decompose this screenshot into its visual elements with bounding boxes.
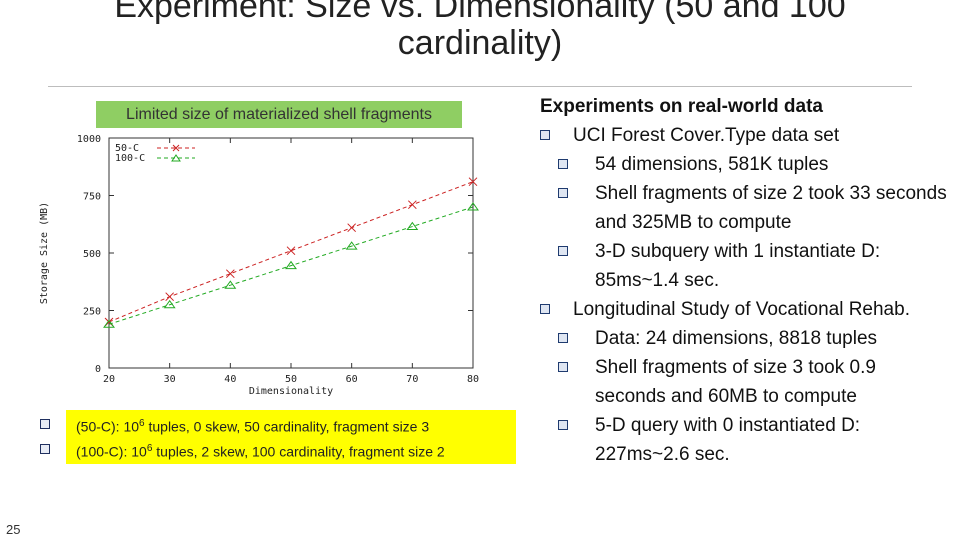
- data-point-100-C: [345, 241, 358, 250]
- data-point-50-C: [286, 246, 296, 256]
- x-tick-label: 70: [406, 374, 418, 385]
- series-line-100-C: [108, 206, 474, 325]
- bullet-item: Data: 24 dimensions, 8818 tuples: [540, 324, 950, 353]
- bullet-icon: [558, 420, 568, 430]
- page-number: 25: [6, 522, 21, 537]
- note-row: (100-C): 106 tuples, 2 skew, 100 cardina…: [76, 438, 445, 460]
- bullet-item: 5-D query with 0 instantiated D: 227ms~2…: [540, 411, 950, 469]
- bullet-icon: [558, 188, 568, 198]
- series-line-50-C: [108, 181, 474, 323]
- y-tick-label: 0: [95, 364, 101, 375]
- bullet-text: UCI Forest Cover.Type data set: [573, 125, 840, 146]
- data-point-50-C: [407, 200, 417, 210]
- bullet-text: Longitudinal Study of Vocational Rehab.: [573, 299, 910, 320]
- bullet-icon: [540, 304, 550, 314]
- note-bullet-icon: [40, 419, 50, 429]
- y-tick-label: 250: [83, 307, 101, 318]
- data-point-50-C: [468, 177, 478, 187]
- bullet-item: UCI Forest Cover.Type data set: [540, 121, 950, 150]
- data-point-100-C: [285, 260, 297, 270]
- legend-label: 100-C: [115, 153, 145, 164]
- experiments-panel: Experiments on real-world data UCI Fores…: [540, 92, 950, 469]
- slide-title: Experiment: Size vs. Dimensionality (50 …: [114, 0, 846, 62]
- data-point-100-C: [467, 202, 479, 211]
- title-divider: [48, 86, 912, 87]
- note-exponent: 6: [139, 418, 145, 429]
- x-tick-label: 40: [224, 374, 236, 385]
- bullet-item: 3-D subquery with 1 instantiate D: 85ms~…: [540, 237, 950, 295]
- bullet-icon: [558, 159, 568, 169]
- data-point-100-C: [406, 221, 419, 231]
- bullet-item: Shell fragments of size 2 took 33 second…: [540, 179, 950, 237]
- bullet-text: Data: 24 dimensions, 8818 tuples: [595, 328, 878, 349]
- x-tick-label: 30: [164, 374, 176, 385]
- x-tick-label: 60: [346, 374, 358, 385]
- bullet-icon: [558, 246, 568, 256]
- note-detail: tuples, 2 skew, 100 cardinality, fragmen…: [152, 443, 445, 460]
- bullet-item: Longitudinal Study of Vocational Rehab.: [540, 295, 950, 324]
- note-prefix: (100-C): 10: [76, 443, 147, 460]
- y-tick-label: 500: [83, 249, 101, 260]
- bullet-icon: [540, 130, 550, 140]
- x-tick-label: 20: [103, 374, 115, 385]
- note-row: (50-C): 106 tuples, 0 skew, 50 cardinali…: [76, 413, 429, 435]
- legend-label: 50-C: [115, 143, 139, 154]
- bullet-icon: [558, 333, 568, 343]
- bullet-icon: [558, 362, 568, 372]
- legend-marker: [171, 154, 181, 162]
- x-axis-label: Dimensionality: [249, 386, 333, 397]
- x-tick-label: 80: [467, 374, 479, 385]
- plot-frame: [108, 137, 474, 369]
- bullet-text: Shell fragments of size 2 took 33 second…: [595, 183, 947, 233]
- data-point-50-C: [165, 292, 175, 302]
- data-point-100-C: [224, 280, 237, 289]
- bullet-text: 54 dimensions, 581K tuples: [595, 154, 829, 175]
- y-axis-label: Storage Size (MB): [39, 202, 50, 304]
- data-point-100-C: [163, 299, 176, 309]
- data-point-100-C: [103, 319, 115, 328]
- note-detail: tuples, 0 skew, 50 cardinality, fragment…: [144, 418, 430, 435]
- experiments-heading: Experiments on real-world data: [540, 96, 823, 117]
- bullet-text: 5-D query with 0 instantiated D: 227ms~2…: [595, 415, 861, 465]
- bullet-text: Shell fragments of size 3 took 0.9 secon…: [595, 357, 876, 407]
- bullet-text: 3-D subquery with 1 instantiate D: 85ms~…: [595, 241, 881, 291]
- legend-marker: [172, 144, 180, 152]
- bullet-item: 54 dimensions, 581K tuples: [540, 150, 950, 179]
- legend-notes-box: [66, 410, 516, 464]
- data-point-50-C: [347, 223, 357, 233]
- note-prefix: (50-C): 10: [76, 418, 140, 435]
- data-point-50-C: [225, 269, 235, 279]
- x-tick-label: 50: [285, 374, 297, 385]
- chart-caption: Limited size of materialized shell fragm…: [96, 101, 462, 128]
- storage-size-chart: 0 250 500 750 1000 20 30 40 50 60 70 80 Dimensionali…: [39, 134, 479, 397]
- y-tick-label: 1000: [77, 134, 101, 145]
- note-exponent: 6: [146, 443, 153, 454]
- note-bullet-icon: [40, 444, 50, 454]
- y-tick-label: 750: [83, 192, 101, 203]
- bullet-item: Shell fragments of size 3 took 0.9 secon…: [540, 353, 950, 411]
